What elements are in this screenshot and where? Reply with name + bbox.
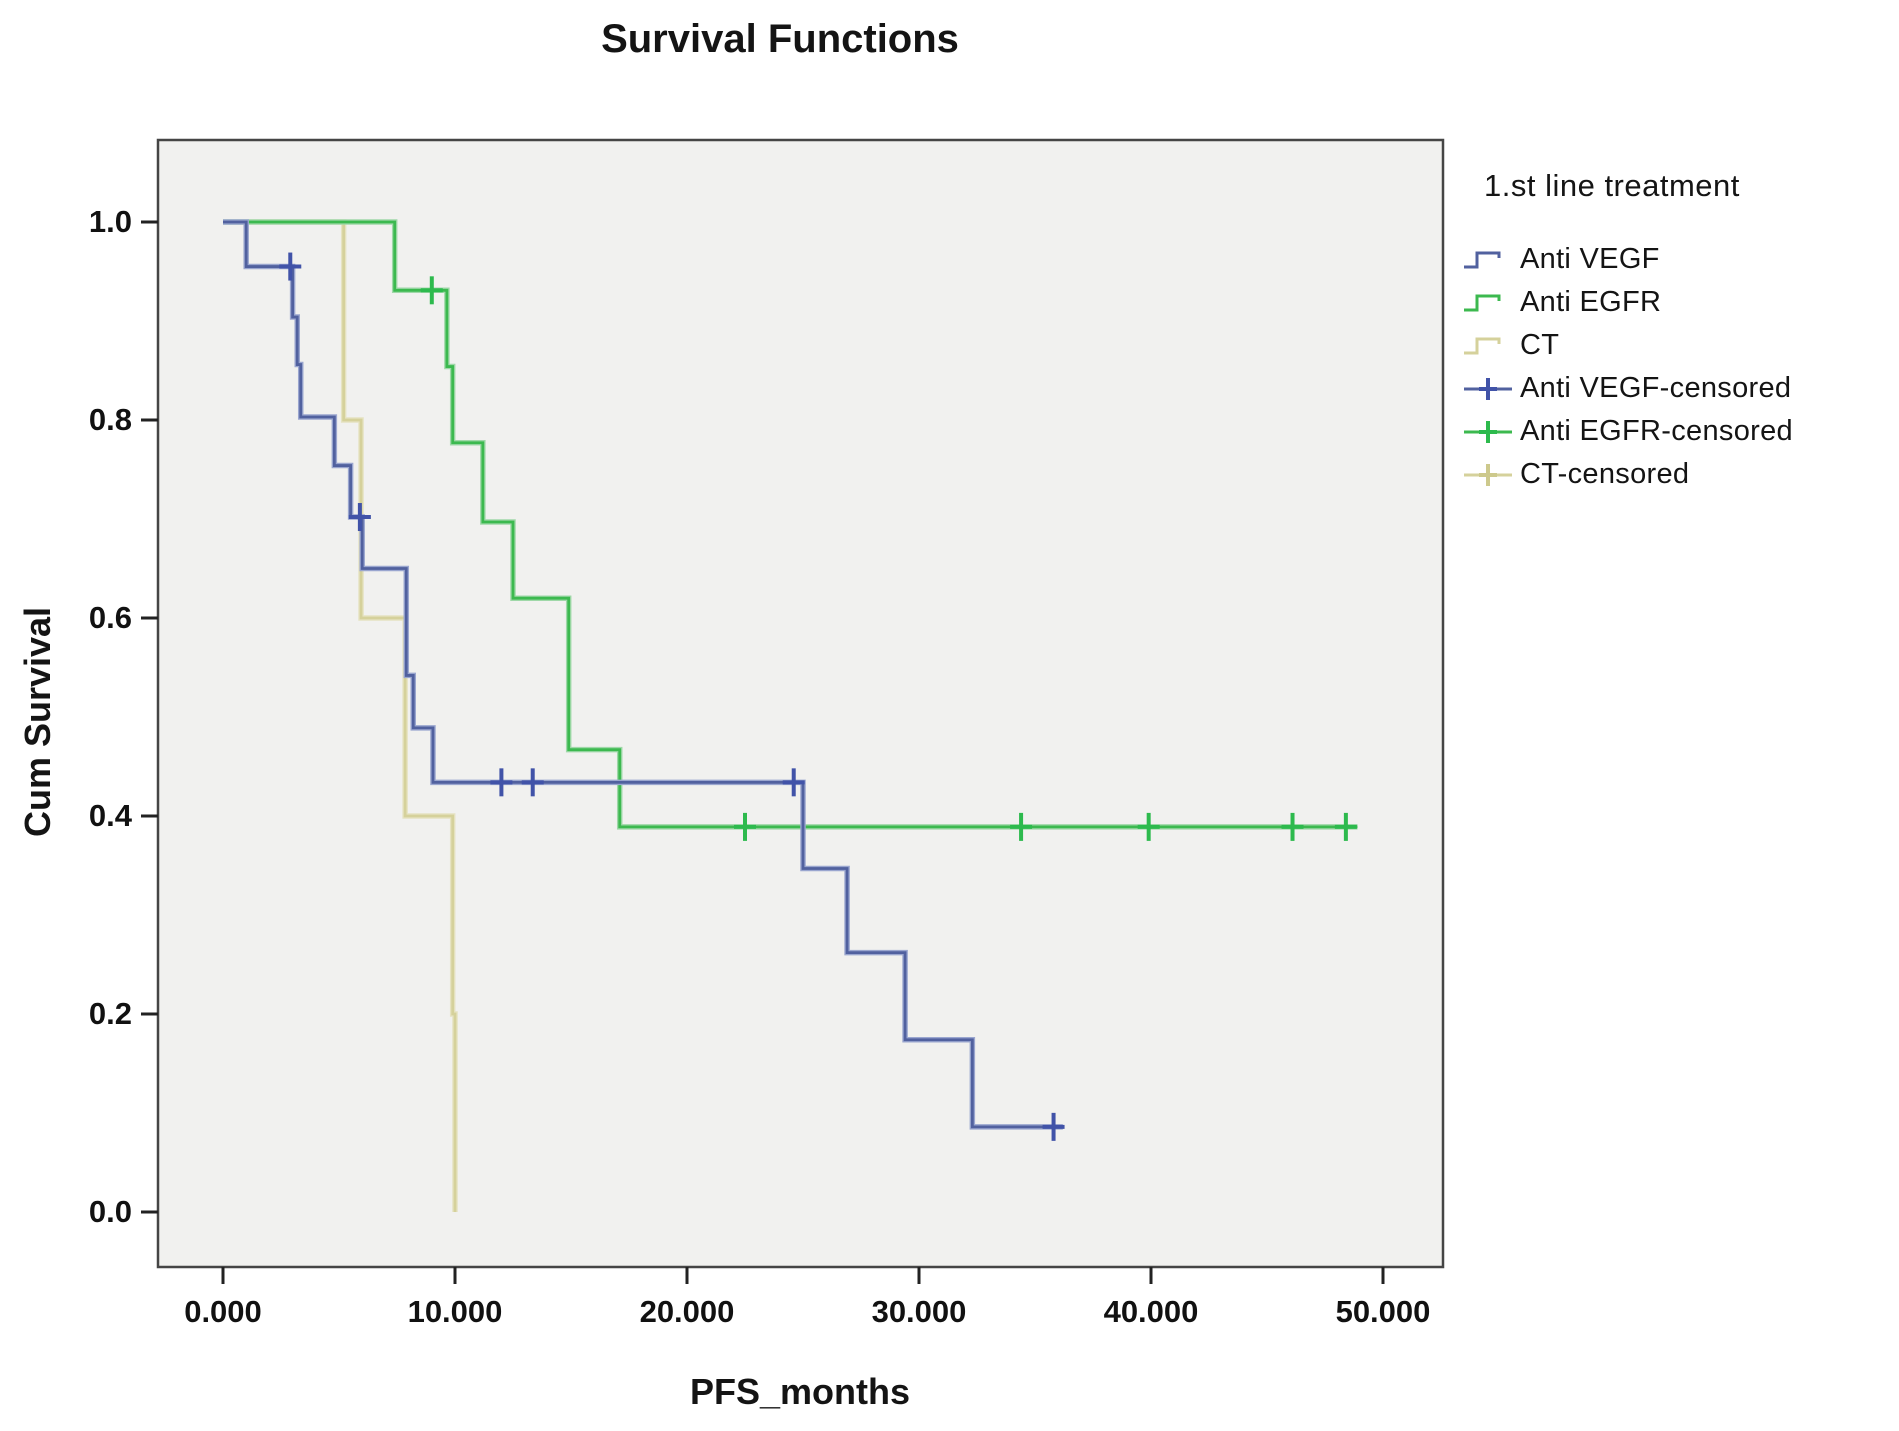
x-tick-label: 0.000 <box>184 1294 262 1329</box>
step-line-swatch-icon <box>1464 337 1501 354</box>
y-tick-label: 1.0 <box>89 204 132 239</box>
legend-item-anti-egfr: Anti EGFR <box>1462 281 1892 324</box>
legend-item-label: CT-censored <box>1520 458 1690 490</box>
x-tick-label: 30.000 <box>872 1294 967 1329</box>
legend-item-label: Anti EGFR <box>1520 286 1662 318</box>
censor-plus-swatch-icon <box>1464 420 1512 443</box>
chart-title: Survival Functions <box>601 17 959 61</box>
x-tick-label: 10.000 <box>408 1294 503 1329</box>
survival-curve <box>223 220 1063 1129</box>
censor-plus-swatch-icon <box>1464 377 1512 400</box>
y-tick-label: 0.0 <box>89 1194 132 1229</box>
chart-legend: 1.st line treatment Anti VEGF Anti EGFR CT… <box>1462 168 1892 496</box>
axes: 0.000 10.000 20.000 30.000 40.000 50.000 0.0 0.… <box>89 204 1431 1329</box>
legend-title: 1.st line treatment <box>1484 168 1740 203</box>
legend-item-ct-censored: CT-censored <box>1462 453 1892 496</box>
legend-item-label: CT <box>1520 329 1560 361</box>
legend-item-label: Anti VEGF-censored <box>1520 372 1792 404</box>
legend-item-anti-vegf: Anti VEGF <box>1462 238 1892 281</box>
y-tick-label: 0.2 <box>89 996 132 1031</box>
step-line-swatch-icon <box>1464 294 1501 311</box>
legend-item-anti-vegf-censored: Anti VEGF-censored <box>1462 367 1892 410</box>
censor-plus-swatch-icon <box>1464 463 1512 486</box>
x-axis-title: PFS_months <box>690 1371 910 1412</box>
x-tick-label: 40.000 <box>1104 1294 1199 1329</box>
y-axis-title: Cum Survival <box>17 607 58 837</box>
survival-curve <box>223 220 1358 829</box>
legend-items: Anti VEGF Anti EGFR CT Anti VEGF-censored An… <box>1462 238 1892 496</box>
legend-item-ct: CT <box>1462 324 1892 367</box>
x-tick-label: 50.000 <box>1336 1294 1431 1329</box>
y-tick-label: 0.4 <box>89 798 133 833</box>
y-tick-label: 0.8 <box>89 402 132 437</box>
x-tick-label: 20.000 <box>640 1294 735 1329</box>
legend-item-label: Anti VEGF <box>1520 243 1660 275</box>
plot-area <box>156 138 1445 1269</box>
y-tick-label: 0.6 <box>89 600 132 635</box>
legend-item-anti-egfr-censored: Anti EGFR-censored <box>1462 410 1892 453</box>
legend-item-label: Anti EGFR-censored <box>1520 415 1793 447</box>
series-anti-vegf <box>223 219 1065 1141</box>
series-anti-egfr <box>223 219 1358 841</box>
step-line-swatch-icon <box>1464 251 1501 268</box>
